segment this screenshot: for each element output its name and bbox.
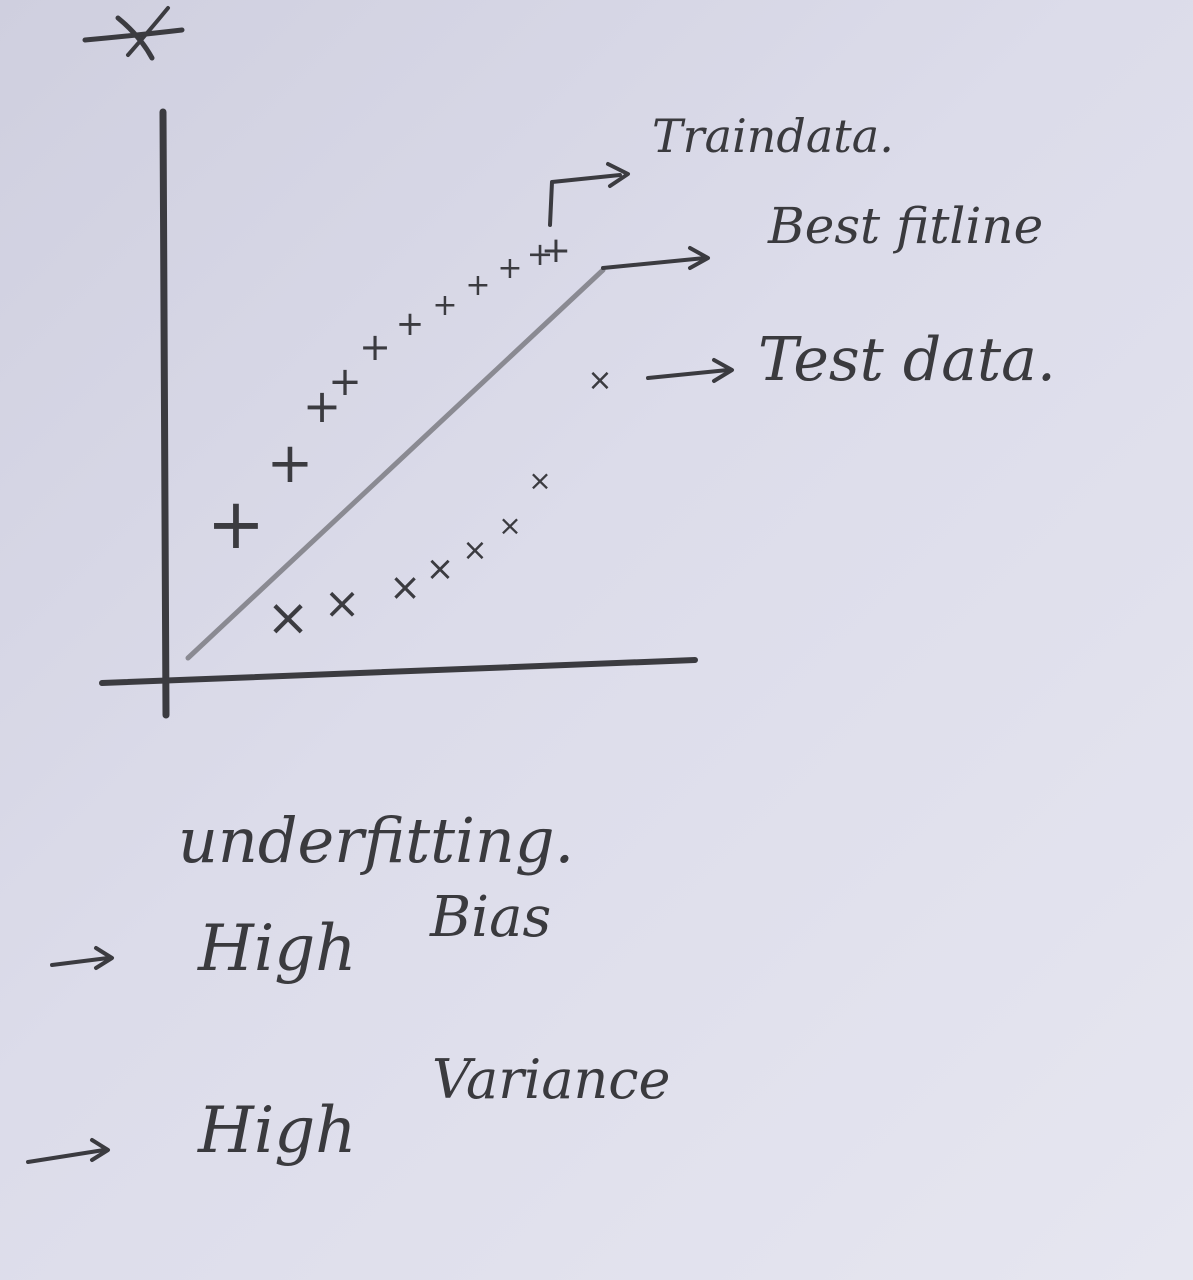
best-fit-label: Best fitline <box>767 197 1043 255</box>
test-point-marker: × <box>587 363 612 398</box>
scribble-mark <box>82 6 185 61</box>
note-high-bias-line2: Bias <box>429 885 551 950</box>
y-axis <box>159 108 170 719</box>
test-point-marker: × <box>389 565 421 609</box>
note-high-bias-line1: High <box>197 912 356 986</box>
test-point-marker: × <box>528 464 551 497</box>
best-fit-line <box>185 267 606 661</box>
test-point-marker: × <box>498 509 521 542</box>
train-point-marker: + <box>207 483 266 565</box>
train-point-marker: + <box>267 431 314 496</box>
note-high-variance-line1: High <box>197 1094 356 1168</box>
note-high-variance: High Variance <box>26 1048 671 1168</box>
note-high-bias: High Bias <box>50 885 551 986</box>
train-point-marker: + <box>328 359 362 405</box>
train-point-marker: + <box>432 288 457 323</box>
train-label-arrow <box>548 162 630 227</box>
test-data-points: × × × × ×××× <box>266 363 612 648</box>
test-point-marker: × <box>266 588 310 648</box>
train-data-label: Traindata. <box>652 109 894 163</box>
train-point-marker: + <box>465 268 490 303</box>
best-fit-label-arrow <box>601 246 710 270</box>
train-data-points: ++++++ ++ + ++ <box>207 230 571 565</box>
test-label-arrow <box>646 358 734 383</box>
train-point-marker: + <box>497 251 522 286</box>
caption: underfitting. <box>178 804 574 877</box>
train-point-marker: + <box>359 325 391 369</box>
train-point-marker: + <box>396 304 425 344</box>
train-point-marker: + <box>541 230 571 271</box>
train-point-marker: + <box>527 235 554 273</box>
test-point-marker: × <box>462 533 487 568</box>
test-data-label: Test data. <box>758 325 1056 395</box>
test-point-marker: × <box>324 578 361 629</box>
x-axis <box>99 657 698 686</box>
train-point-marker: + <box>303 379 342 433</box>
test-point-marker: × <box>426 549 455 589</box>
note-high-variance-line2: Variance <box>432 1048 671 1111</box>
